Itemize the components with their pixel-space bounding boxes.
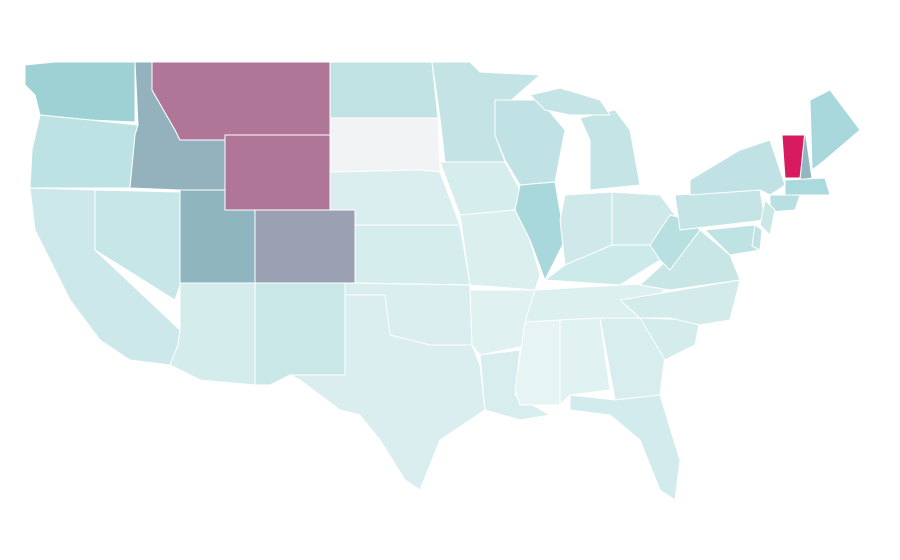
state xyxy=(354,224,471,286)
state xyxy=(751,224,763,251)
state xyxy=(289,294,486,491)
state xyxy=(579,109,641,191)
state xyxy=(469,289,536,356)
state xyxy=(329,61,439,119)
state xyxy=(94,189,181,301)
state xyxy=(169,282,256,386)
state xyxy=(784,177,831,196)
state xyxy=(689,139,786,196)
state xyxy=(759,199,776,236)
state xyxy=(599,317,666,401)
state xyxy=(224,134,331,211)
state xyxy=(529,87,611,116)
state xyxy=(24,61,136,123)
state xyxy=(559,317,611,406)
state xyxy=(544,244,661,286)
state xyxy=(254,209,356,284)
state xyxy=(29,114,139,189)
state xyxy=(809,89,861,171)
states xyxy=(24,61,861,501)
state xyxy=(569,394,681,501)
state xyxy=(674,189,766,231)
state xyxy=(514,319,561,406)
state xyxy=(479,349,551,421)
state xyxy=(329,117,441,173)
state xyxy=(254,282,346,386)
state xyxy=(151,61,331,141)
